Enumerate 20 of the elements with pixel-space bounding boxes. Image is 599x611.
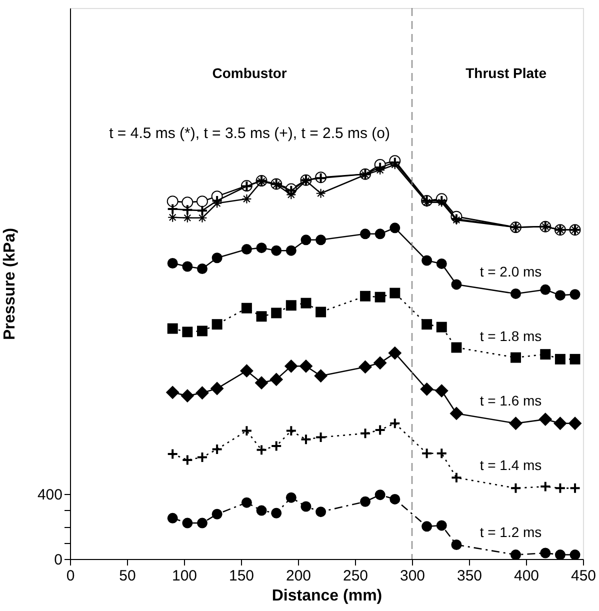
annotation: Thrust Plate	[466, 65, 547, 81]
series-label: t = 2.0 ms	[480, 263, 542, 280]
y-axis-title: Pressure (kPa)	[1, 228, 18, 340]
annotation: t = 4.5 ms (*), t = 3.5 ms (+), t = 2.5 ms (o)	[109, 125, 390, 142]
series-label: t = 1.4 ms	[480, 457, 542, 474]
x-tick-label: 300	[400, 568, 426, 584]
x-axis-title: Distance (mm)	[272, 588, 382, 604]
x-tick-label: 400	[514, 568, 540, 584]
series-label: t = 1.6 ms	[480, 392, 542, 408]
x-tick-label: 450	[570, 568, 596, 584]
x-tick-label: 100	[172, 568, 198, 584]
series-label: t = 1.8 ms	[480, 328, 542, 344]
x-tick-label: 350	[456, 568, 482, 584]
series-label: t = 1.2 ms	[480, 524, 542, 540]
x-tick-label: 250	[342, 568, 368, 584]
annotation: Combustor	[212, 65, 288, 81]
x-tick-label: 0	[66, 568, 75, 584]
x-tick-label: 50	[119, 568, 136, 584]
x-tick-label: 200	[286, 568, 312, 584]
x-tick-label: 150	[228, 568, 254, 584]
